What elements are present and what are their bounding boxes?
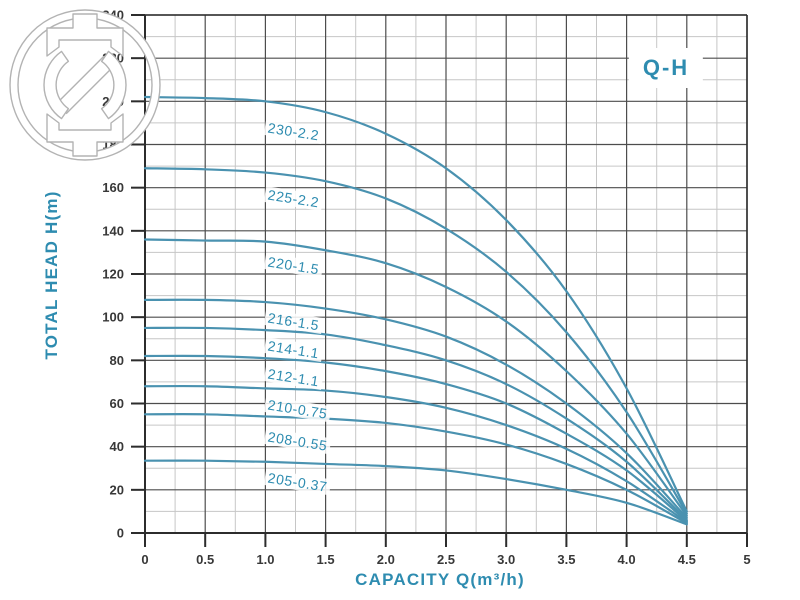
y-tick-label: 120 — [102, 267, 124, 282]
x-axis-title: CAPACITY Q(m³/h) — [355, 570, 525, 589]
x-tick-label: 5 — [743, 552, 750, 567]
x-tick-label: 1.0 — [256, 552, 274, 567]
pump-curve-208-0.55 — [143, 413, 688, 525]
pump-curve-216-1.5 — [143, 298, 688, 519]
y-tick-label: 0 — [117, 526, 124, 541]
pump-curve-210-0.75 — [143, 384, 688, 524]
pump-curve-212-1.1 — [143, 354, 688, 523]
x-tick-label: 4.5 — [678, 552, 696, 567]
pump-curve-230-2.2 — [143, 95, 688, 513]
x-tick-label: 4.0 — [618, 552, 636, 567]
pump-curve-220-1.5 — [143, 238, 688, 517]
y-tick-label: 100 — [102, 310, 124, 325]
pump-curve-205-0.37 — [143, 459, 688, 526]
chart-type-badge: Q-H — [628, 48, 704, 88]
pump-curve-225-2.2 — [143, 167, 688, 515]
x-tick-label: 3.5 — [557, 552, 575, 567]
y-tick-label: 20 — [110, 482, 124, 497]
y-axis-title: TOTAL HEAD H(m) — [42, 190, 61, 360]
y-tick-label: 160 — [102, 180, 124, 195]
x-tick-label: 2.0 — [377, 552, 395, 567]
x-tick-label: 2.5 — [437, 552, 455, 567]
x-tick-label: 0.5 — [196, 552, 214, 567]
pump-curve-214-1.1 — [143, 326, 688, 522]
y-tick-label: 60 — [110, 396, 124, 411]
watermark-logo-icon — [9, 9, 161, 161]
y-tick-label: 80 — [110, 353, 124, 368]
x-tick-label: 1.5 — [317, 552, 335, 567]
y-tick-label: 40 — [110, 439, 124, 454]
y-tick-label: 140 — [102, 223, 124, 238]
x-tick-label: 0 — [141, 552, 148, 567]
x-tick-label: 3.0 — [497, 552, 515, 567]
